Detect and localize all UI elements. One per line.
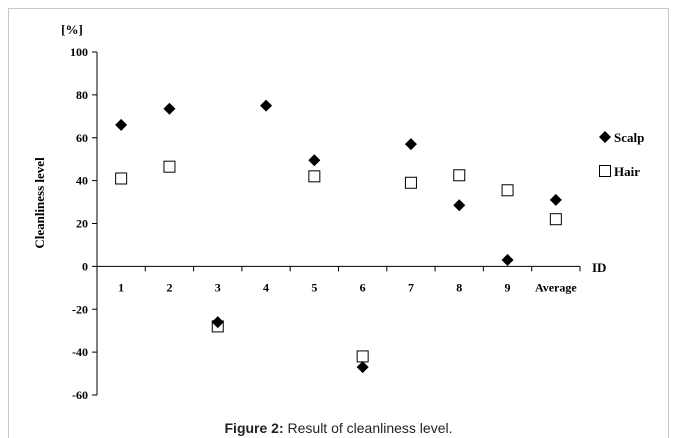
x-tick-label: 4 [263, 280, 269, 294]
y-tick-label: -60 [72, 388, 88, 402]
x-tick-label: 6 [360, 280, 366, 294]
x-axis-title: ID [592, 260, 606, 275]
scalp-point [356, 361, 369, 374]
hair-point [549, 213, 562, 226]
scalp-point [115, 118, 128, 131]
x-tick-label: Average [535, 280, 577, 294]
y-axis-title: Cleanliness level [32, 157, 47, 249]
hair-point [453, 169, 466, 182]
x-tick-label: 5 [311, 280, 317, 294]
y-tick-label: 100 [70, 45, 88, 59]
y-tick-label: 20 [76, 217, 88, 231]
scalp-point [453, 199, 466, 212]
x-tick-label: 3 [215, 280, 221, 294]
y-ticks: -60 -40 -20 0 20 40 60 80 100 [70, 45, 97, 402]
y-tick-label: -20 [72, 302, 88, 316]
scalp-point [163, 102, 176, 115]
figure-caption: Figure 2: Result of cleanliness level. [0, 420, 677, 436]
figure-caption-text: Result of cleanliness level. [283, 420, 453, 436]
x-tick-label: 2 [166, 280, 172, 294]
hair-point [404, 176, 417, 189]
hair-point [163, 160, 176, 173]
hair-point [115, 172, 128, 185]
x-tick-label: 9 [505, 280, 511, 294]
scalp-point [501, 253, 514, 266]
scalp-point [308, 154, 321, 167]
y-tick-label: 80 [76, 88, 88, 102]
y-tick-label: 40 [76, 174, 88, 188]
x-tick-label: 1 [118, 280, 124, 294]
hair-point [501, 184, 514, 197]
data-points [115, 99, 562, 374]
y-axis-unit: [%] [61, 22, 83, 37]
x-tick-label: 8 [456, 280, 462, 294]
scalp-point [260, 99, 273, 112]
y-tick-label: 0 [82, 259, 88, 273]
legend-marker-hair [599, 165, 611, 177]
scalp-point [404, 138, 417, 151]
legend: Scalp Hair [599, 130, 644, 179]
x-tick-label: 7 [408, 280, 414, 294]
hair-point [356, 350, 369, 363]
legend-label-scalp: Scalp [614, 130, 644, 145]
legend-marker-scalp [599, 131, 611, 143]
x-ticks: 1 2 3 4 5 6 7 8 9 Average [96, 266, 581, 294]
y-tick-label: -40 [72, 345, 88, 359]
scatter-chart: -60 -40 -20 0 20 40 60 80 100 1 2 3 4 5 6 7 8 9 Average [… [32, 22, 644, 402]
legend-label-hair: Hair [614, 164, 640, 179]
scalp-point [549, 193, 562, 206]
hair-point [308, 170, 321, 183]
scalp-point [211, 316, 224, 329]
y-tick-label: 60 [76, 131, 88, 145]
figure-caption-label: Figure 2: [224, 420, 284, 436]
